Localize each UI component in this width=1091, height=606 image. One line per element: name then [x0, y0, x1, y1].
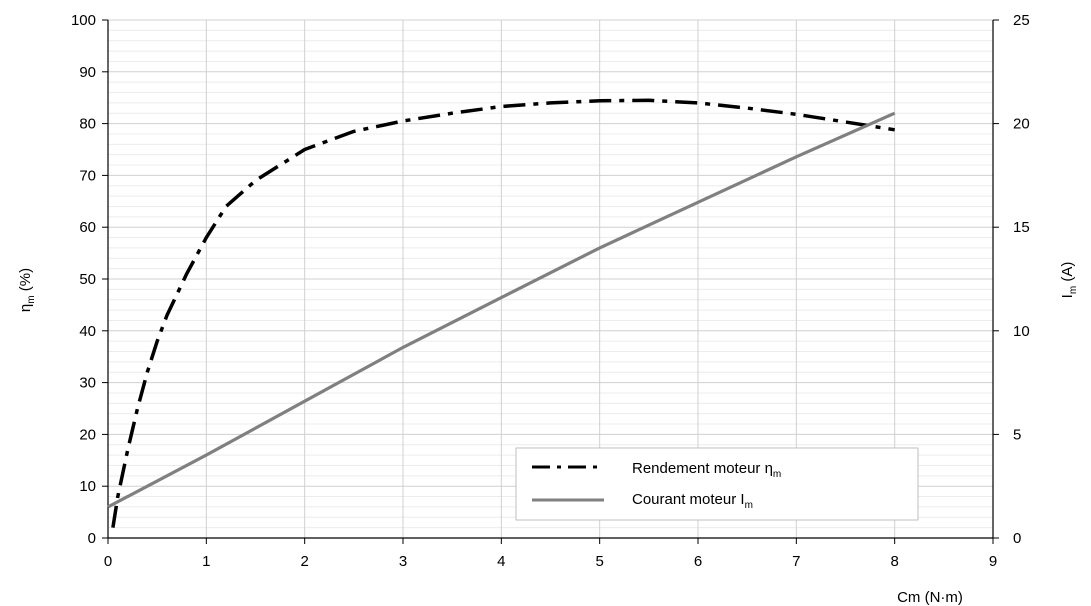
y-left-tick-label: 50 [79, 271, 96, 288]
y-left-tick-label: 100 [71, 12, 96, 29]
tick-labels: 0 10 20 30 40 50 60 70 80 90 100 0 5 10 15 20 25 0 1 2 3 4 5 6 7… [71, 12, 1030, 570]
y-right-tick-label: 0 [1013, 530, 1021, 547]
axes [102, 19, 999, 544]
x-axis-title: Cm (N·m) [897, 589, 963, 606]
legend-label-efficiency: Rendement moteur ηm [632, 460, 781, 480]
x-tick-label: 5 [595, 553, 603, 570]
y-right-tick-label: 5 [1013, 426, 1021, 443]
y-left-tick-label: 40 [79, 323, 96, 340]
y-left-tick-label: 80 [79, 116, 96, 133]
y-left-axis-title: ηm (%) [17, 268, 37, 312]
legend: Rendement moteur ηm Courant moteur Im [515, 447, 919, 521]
y-left-tick-label: 20 [79, 426, 96, 443]
y-right-tick-label: 20 [1013, 116, 1030, 133]
legend-label-current: Courant moteur Im [632, 491, 753, 511]
series-layer [107, 98, 896, 528]
y-right-tick-label: 10 [1013, 323, 1030, 340]
y-left-tick-label: 10 [79, 478, 96, 495]
minor-grid [108, 29, 993, 529]
x-tick-label: 3 [399, 553, 407, 570]
efficiency-series-line [111, 98, 895, 528]
x-tick-label: 0 [104, 553, 112, 570]
x-tick-label: 4 [497, 553, 505, 570]
x-tick-label: 9 [989, 553, 997, 570]
legend-box [515, 447, 919, 521]
y-left-tick-label: 90 [79, 64, 96, 81]
x-tick-label: 1 [202, 553, 210, 570]
x-tick-label: 7 [792, 553, 800, 570]
y-right-axis-title: Im (A) [1059, 262, 1079, 299]
current-series-line [107, 111, 896, 509]
x-tick-label: 6 [694, 553, 702, 570]
x-tick-label: 2 [300, 553, 308, 570]
x-tick-label: 8 [890, 553, 898, 570]
y-left-tick-label: 70 [79, 167, 96, 184]
y-left-tick-label: 30 [79, 375, 96, 392]
y-left-tick-label: 0 [88, 530, 96, 547]
y-left-tick-label: 60 [79, 219, 96, 236]
y-right-tick-label: 15 [1013, 219, 1030, 236]
y-right-tick-label: 25 [1013, 12, 1030, 29]
